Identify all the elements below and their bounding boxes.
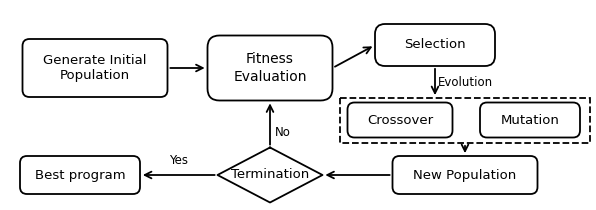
- Text: Evolution: Evolution: [438, 76, 493, 88]
- FancyBboxPatch shape: [480, 102, 580, 138]
- Text: Termination: Termination: [231, 168, 309, 181]
- Bar: [340, 98, 590, 143]
- FancyBboxPatch shape: [347, 102, 452, 138]
- Text: Mutation: Mutation: [501, 113, 560, 126]
- FancyBboxPatch shape: [375, 24, 495, 66]
- Text: Generate Initial
Population: Generate Initial Population: [44, 54, 147, 83]
- Text: New Population: New Population: [414, 168, 517, 181]
- Text: Best program: Best program: [35, 168, 125, 181]
- FancyBboxPatch shape: [23, 39, 167, 97]
- Polygon shape: [218, 147, 322, 202]
- Text: Fitness
Evaluation: Fitness Evaluation: [233, 52, 307, 84]
- FancyBboxPatch shape: [393, 156, 538, 194]
- Text: Crossover: Crossover: [367, 113, 433, 126]
- FancyBboxPatch shape: [207, 35, 333, 101]
- Text: Yes: Yes: [169, 154, 188, 167]
- FancyBboxPatch shape: [20, 156, 140, 194]
- Text: No: No: [275, 126, 291, 139]
- Text: Selection: Selection: [404, 38, 466, 51]
